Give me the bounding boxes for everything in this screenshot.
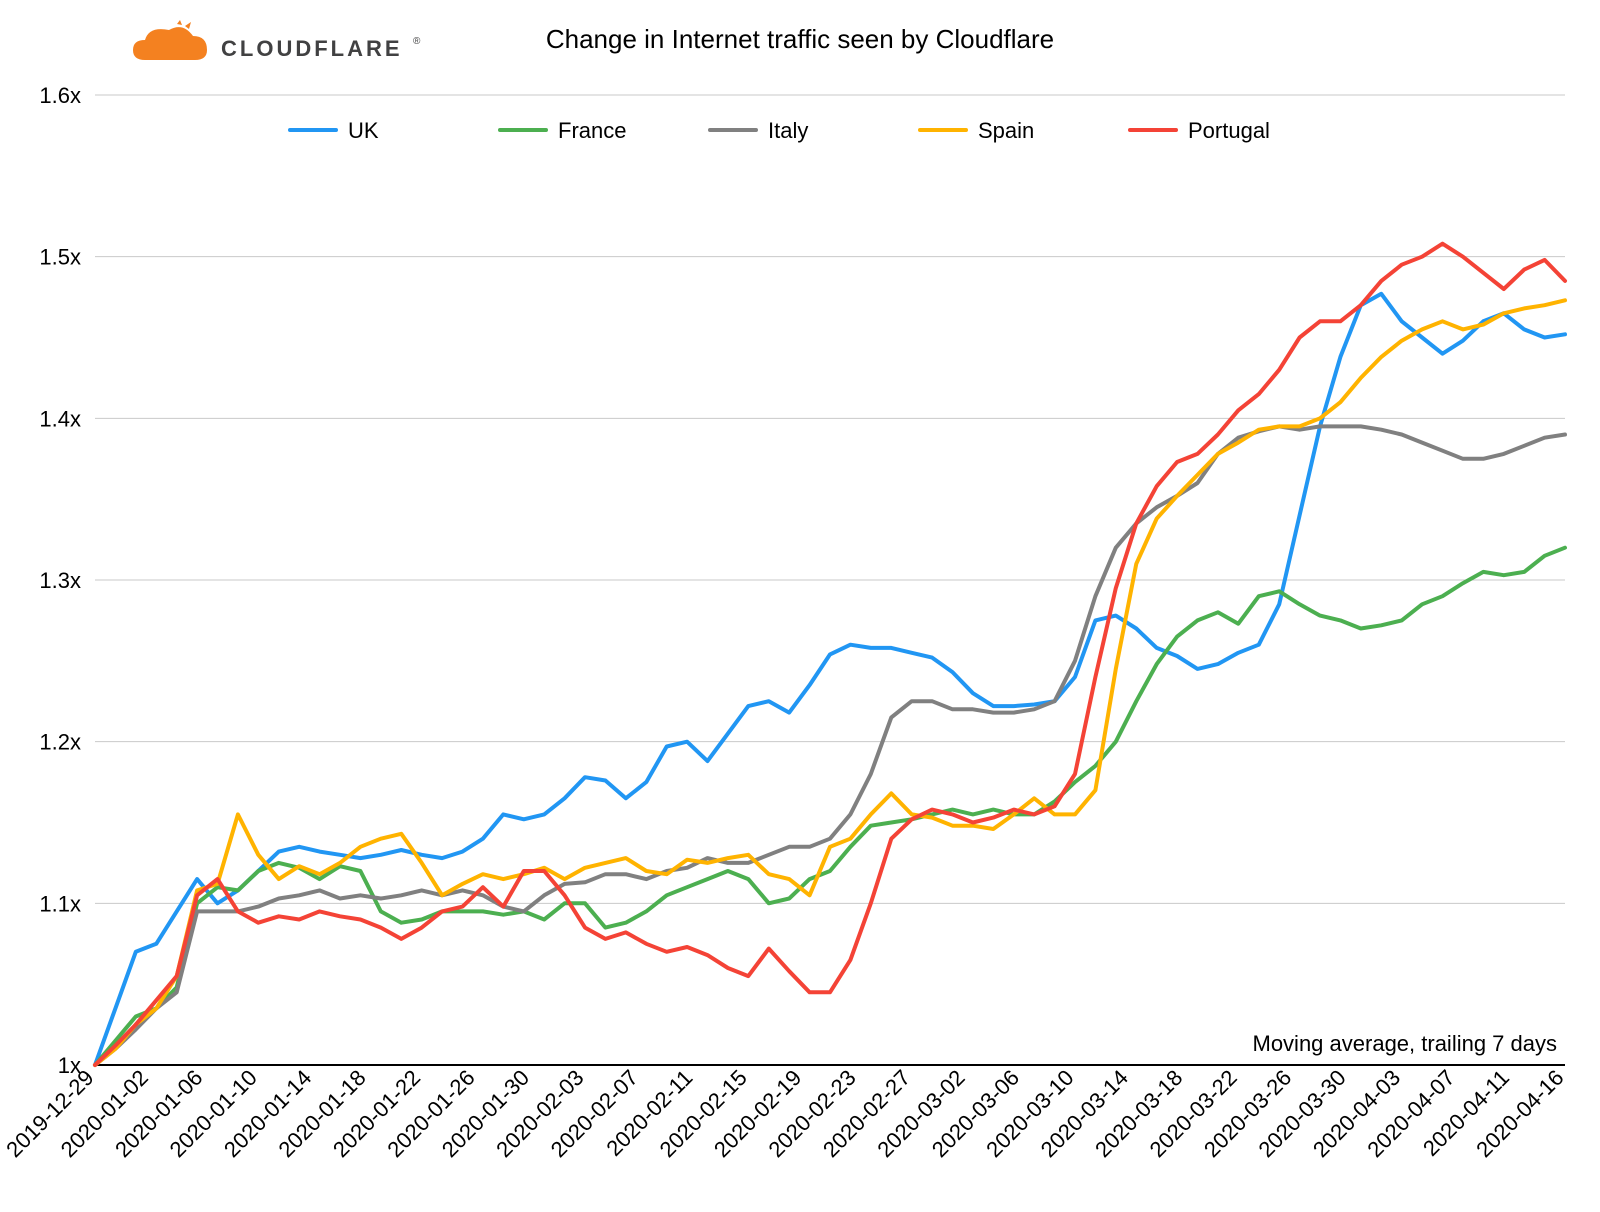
- chart-title: Change in Internet traffic seen by Cloud…: [546, 24, 1054, 54]
- legend-label: Portugal: [1188, 118, 1270, 143]
- series-line-spain: [95, 300, 1565, 1065]
- chart-subtitle: Moving average, trailing 7 days: [1253, 1031, 1558, 1056]
- series-line-france: [95, 548, 1565, 1065]
- cloud-icon: [133, 27, 207, 60]
- cloudflare-logo: CLOUDFLARE ®: [133, 20, 421, 61]
- series-group: [95, 244, 1565, 1065]
- trademark-icon: ®: [413, 36, 421, 47]
- legend: UK France Italy Spain Portugal: [290, 118, 1270, 143]
- y-tick-label: 1.1x: [39, 891, 81, 916]
- y-tick-label: 1.5x: [39, 245, 81, 270]
- y-tick-label: 1.2x: [39, 730, 81, 755]
- legend-label: Spain: [978, 118, 1034, 143]
- series-line-italy: [95, 426, 1565, 1065]
- y-gridlines: 1x1.1x1.2x1.3x1.4x1.5x1.6x: [39, 83, 1565, 1078]
- legend-label: France: [558, 118, 626, 143]
- chart-container: 1x1.1x1.2x1.3x1.4x1.5x1.6x2019-12-292020…: [0, 0, 1600, 1212]
- legend-label: UK: [348, 118, 379, 143]
- chart-svg: 1x1.1x1.2x1.3x1.4x1.5x1.6x2019-12-292020…: [0, 0, 1600, 1212]
- y-tick-label: 1.3x: [39, 568, 81, 593]
- brand-text: CLOUDFLARE: [221, 36, 403, 61]
- series-line-uk: [95, 294, 1565, 1065]
- x-tick-labels: 2019-12-292020-01-022020-01-062020-01-10…: [1, 1065, 1568, 1162]
- y-tick-label: 1.4x: [39, 406, 81, 431]
- legend-label: Italy: [768, 118, 808, 143]
- y-tick-label: 1.6x: [39, 83, 81, 108]
